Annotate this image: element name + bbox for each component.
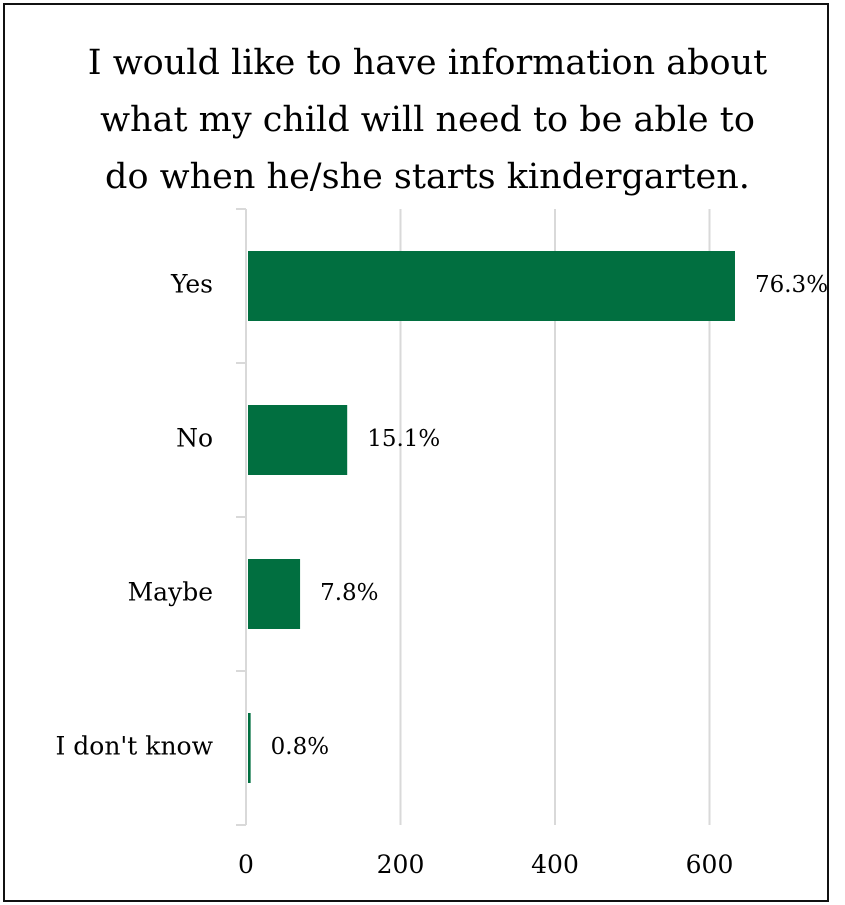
chart-title: I would like to have information about w… <box>5 35 845 206</box>
bar-i-don-t-know <box>248 713 251 783</box>
bar-maybe <box>248 559 301 629</box>
chart-title-line-3: do when he/she starts kindergarten. <box>105 157 750 197</box>
x-tick-label: 400 <box>531 850 579 879</box>
chart-frame: I would like to have information about w… <box>3 3 829 902</box>
data-label: 15.1% <box>367 426 440 452</box>
chart-title-line-1: I would like to have information about <box>87 43 768 83</box>
category-label: Maybe <box>128 578 213 607</box>
bar-yes <box>248 251 735 321</box>
category-label: No <box>176 424 213 453</box>
data-label: 0.8% <box>271 734 329 760</box>
category-label: Yes <box>170 270 213 299</box>
x-tick-label: 0 <box>238 850 254 879</box>
x-tick-label: 200 <box>377 850 425 879</box>
x-tick-label: 600 <box>686 850 734 879</box>
category-label: I don't know <box>55 732 213 761</box>
data-label: 7.8% <box>320 580 378 606</box>
chart-title-line-2: what my child will need to be able to <box>100 100 755 140</box>
bar-no <box>248 405 348 475</box>
data-label: 76.3% <box>755 272 828 298</box>
